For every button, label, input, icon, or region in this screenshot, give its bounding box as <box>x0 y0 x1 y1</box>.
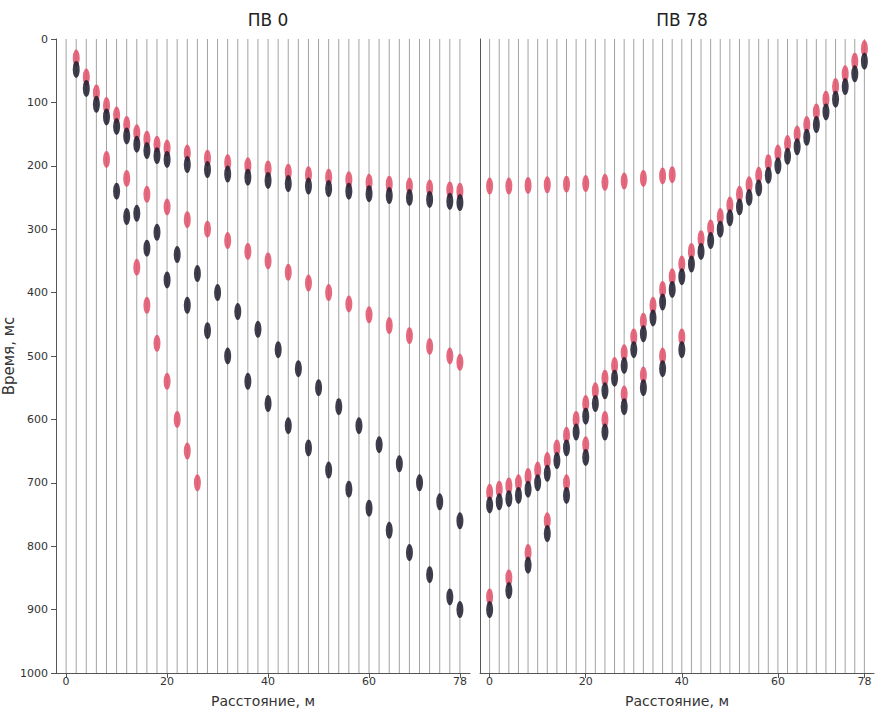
svg-text:200: 200 <box>27 159 48 172</box>
svg-text:0: 0 <box>41 33 48 46</box>
svg-text:60: 60 <box>362 675 376 688</box>
svg-text:Время, мс: Время, мс <box>0 317 18 395</box>
svg-text:78: 78 <box>857 675 871 688</box>
svg-text:20: 20 <box>160 675 174 688</box>
svg-text:700: 700 <box>27 476 48 489</box>
svg-text:0: 0 <box>63 675 70 688</box>
svg-text:300: 300 <box>27 223 48 236</box>
svg-text:60: 60 <box>771 675 785 688</box>
svg-text:600: 600 <box>27 413 48 426</box>
svg-text:ПВ 0: ПВ 0 <box>248 10 289 30</box>
svg-text:Расстояние, м: Расстояние, м <box>625 693 729 709</box>
svg-text:1000: 1000 <box>20 667 48 680</box>
svg-text:100: 100 <box>27 96 48 109</box>
svg-text:20: 20 <box>579 675 593 688</box>
svg-text:40: 40 <box>675 675 689 688</box>
svg-text:400: 400 <box>27 286 48 299</box>
svg-text:800: 800 <box>27 540 48 553</box>
svg-text:Расстояние, м: Расстояние, м <box>211 693 315 709</box>
svg-text:900: 900 <box>27 603 48 616</box>
svg-text:ПВ 78: ПВ 78 <box>656 10 707 30</box>
svg-text:0: 0 <box>486 675 493 688</box>
svg-text:40: 40 <box>261 675 275 688</box>
svg-text:500: 500 <box>27 350 48 363</box>
svg-text:78: 78 <box>453 675 467 688</box>
